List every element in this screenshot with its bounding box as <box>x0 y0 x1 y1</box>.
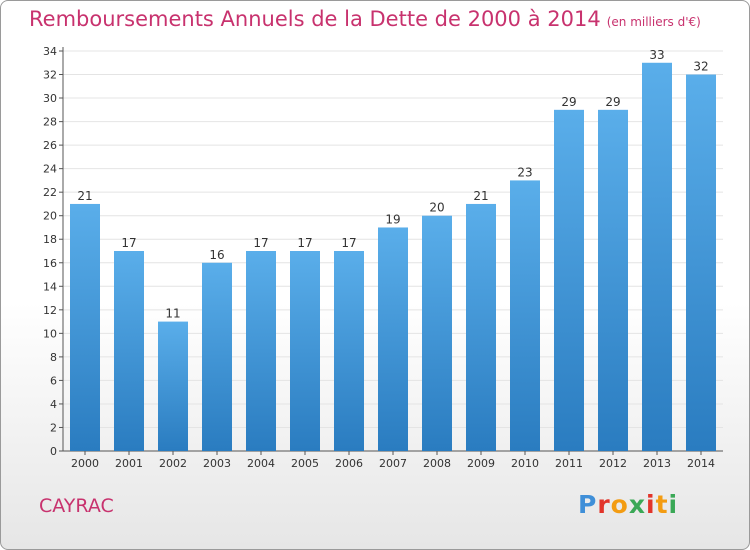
logo-letter: i <box>668 490 679 519</box>
x-tick-label: 2005 <box>291 457 319 470</box>
data-label: 23 <box>517 165 532 179</box>
y-tick-label: 24 <box>43 163 57 176</box>
bar <box>378 227 408 451</box>
chart-title-text: Remboursements Annuels de la Dette de 20… <box>29 7 601 31</box>
y-tick-label: 26 <box>43 139 57 152</box>
bar <box>246 251 276 451</box>
bar <box>334 251 364 451</box>
bar <box>114 251 144 451</box>
bar <box>686 74 716 451</box>
y-tick-label: 14 <box>43 280 57 293</box>
y-tick-label: 12 <box>43 304 57 317</box>
y-tick-label: 22 <box>43 186 57 199</box>
y-tick-label: 34 <box>43 45 57 58</box>
data-label: 32 <box>693 60 708 74</box>
x-tick-label: 2010 <box>511 457 539 470</box>
data-label: 33 <box>649 48 664 62</box>
y-tick-label: 32 <box>43 69 57 82</box>
chart-unit: (en milliers d'€) <box>606 15 701 29</box>
x-tick-label: 2009 <box>467 457 495 470</box>
data-label: 16 <box>209 248 224 262</box>
logo-letter: t <box>655 490 669 519</box>
data-label: 29 <box>561 95 576 109</box>
x-tick-label: 2006 <box>335 457 363 470</box>
y-tick-label: 8 <box>50 351 57 364</box>
logo-letter: x <box>628 490 646 519</box>
bar <box>422 215 452 451</box>
x-tick-label: 2004 <box>247 457 275 470</box>
data-label: 11 <box>165 307 180 321</box>
x-tick-label: 2003 <box>203 457 231 470</box>
bar <box>642 62 672 451</box>
data-label: 29 <box>605 95 620 109</box>
y-tick-label: 30 <box>43 92 57 105</box>
y-tick-label: 16 <box>43 257 57 270</box>
y-tick-label: 0 <box>50 445 57 458</box>
bar <box>158 321 188 451</box>
x-tick-label: 2011 <box>555 457 583 470</box>
bar <box>510 180 540 452</box>
data-label: 17 <box>341 236 356 250</box>
logo-letter: P <box>578 490 598 519</box>
y-tick-label: 2 <box>50 421 57 434</box>
bar <box>466 203 496 451</box>
y-tick-label: 20 <box>43 210 57 223</box>
chart-title: Remboursements Annuels de la Dette de 20… <box>29 7 701 31</box>
data-label: 21 <box>473 189 488 203</box>
bar <box>598 109 628 451</box>
y-tick-label: 4 <box>50 398 57 411</box>
logo-letter: i <box>646 490 656 519</box>
x-tick-label: 2002 <box>159 457 187 470</box>
x-tick-label: 2007 <box>379 457 407 470</box>
commune-name: CAYRAC <box>39 495 114 517</box>
y-tick-label: 10 <box>43 327 57 340</box>
data-label: 20 <box>429 201 444 215</box>
x-tick-label: 2014 <box>687 457 715 470</box>
proxiti-logo: Proxiti <box>578 490 678 519</box>
x-tick-label: 2001 <box>115 457 143 470</box>
logo-letter: r <box>597 490 611 519</box>
bar <box>554 109 584 451</box>
data-label: 17 <box>297 236 312 250</box>
y-tick-label: 6 <box>50 374 57 387</box>
bar <box>70 203 100 451</box>
y-tick-label: 28 <box>43 116 57 129</box>
y-tick-label: 18 <box>43 233 57 246</box>
data-label: 21 <box>77 189 92 203</box>
x-tick-label: 2013 <box>643 457 671 470</box>
x-tick-label: 2008 <box>423 457 451 470</box>
bar <box>202 262 232 451</box>
data-label: 19 <box>385 212 400 226</box>
data-label: 17 <box>253 236 268 250</box>
bar <box>290 251 320 451</box>
logo-letter: o <box>610 490 629 519</box>
x-tick-label: 2012 <box>599 457 627 470</box>
x-tick-label: 2000 <box>71 457 99 470</box>
data-label: 17 <box>121 236 136 250</box>
